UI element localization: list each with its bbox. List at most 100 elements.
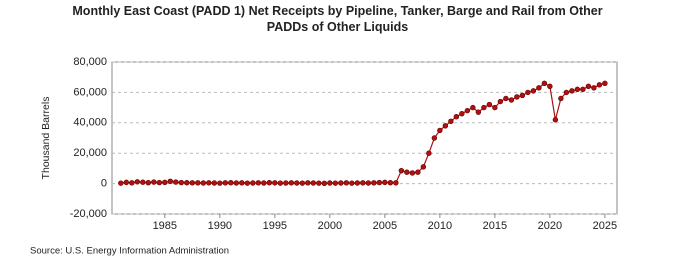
data-point — [305, 180, 311, 186]
data-point — [156, 179, 163, 186]
data-point — [481, 104, 487, 111]
data-point — [272, 180, 278, 186]
data-point — [151, 179, 157, 185]
data-point — [338, 180, 344, 186]
x-tick-label: 2010 — [428, 220, 452, 232]
y-tick-label: 40,000 — [73, 117, 107, 129]
x-tick-label: 2015 — [483, 220, 507, 232]
data-point — [255, 180, 262, 186]
data-point — [602, 80, 608, 86]
source-note: Source: U.S. Energy Information Administ… — [30, 246, 229, 257]
data-point — [404, 169, 410, 175]
x-tick-label: 1985 — [153, 220, 177, 232]
data-point — [530, 88, 537, 94]
data-point — [228, 179, 234, 186]
data-point — [365, 180, 372, 186]
data-point — [266, 179, 273, 186]
data-point — [200, 180, 207, 186]
data-point — [497, 98, 504, 105]
data-point — [118, 180, 124, 186]
data-point — [376, 179, 383, 186]
chart-title: Monthly East Coast (PADD 1) Net Receipts… — [72, 4, 603, 34]
data-point — [310, 180, 317, 186]
y-tick-label: 60,000 — [73, 86, 107, 98]
chart-title-box: Monthly East Coast (PADD 1) Net Receipts… — [0, 3, 675, 35]
data-point — [211, 180, 218, 186]
data-point — [563, 89, 570, 96]
data-point — [442, 123, 449, 129]
x-tick-label: 2020 — [538, 220, 562, 232]
data-point — [585, 83, 592, 90]
data-point — [519, 92, 526, 99]
x-tick-label: 2005 — [373, 220, 397, 232]
data-point — [382, 179, 388, 186]
data-point — [233, 180, 240, 186]
data-point — [277, 180, 284, 186]
data-point — [552, 117, 559, 123]
x-tick-label: 2025 — [593, 220, 617, 232]
y-tick-label: 80,000 — [73, 56, 107, 68]
data-point — [387, 179, 394, 186]
data-point — [547, 83, 553, 90]
data-point — [486, 101, 493, 108]
data-point — [250, 180, 256, 186]
data-point — [217, 180, 223, 186]
x-tick-label: 2000 — [318, 220, 342, 232]
data-point — [541, 80, 548, 86]
x-tick-label: 1990 — [208, 220, 232, 232]
data-point — [437, 127, 443, 134]
data-point — [470, 104, 476, 111]
data-point — [426, 150, 432, 156]
data-point — [431, 135, 438, 141]
data-point — [283, 180, 289, 186]
data-point — [536, 85, 542, 91]
data-point — [591, 85, 597, 91]
data-point — [409, 170, 416, 176]
data-point — [316, 180, 322, 186]
data-point — [596, 82, 603, 88]
data-point — [371, 180, 377, 186]
data-point — [206, 180, 212, 186]
data-point — [261, 180, 267, 186]
data-point — [464, 107, 471, 114]
data-point — [580, 86, 586, 93]
data-point — [184, 179, 190, 186]
data-point — [123, 179, 130, 186]
series-line — [120, 82, 606, 184]
data-point — [525, 89, 531, 96]
data-point — [244, 180, 251, 186]
data-point — [393, 180, 399, 186]
data-point — [167, 178, 174, 185]
data-point — [574, 86, 581, 93]
data-point — [195, 180, 201, 186]
data-point — [129, 180, 135, 186]
data-point — [492, 104, 498, 111]
data-point — [321, 180, 328, 186]
data-point — [360, 180, 366, 186]
data-point — [349, 180, 355, 186]
data-point — [459, 110, 465, 117]
data-point — [398, 167, 405, 174]
data-point — [145, 179, 152, 186]
y-tick-label: 20,000 — [73, 147, 107, 159]
data-point — [222, 180, 229, 186]
data-point — [173, 179, 179, 185]
data-point — [354, 180, 361, 186]
data-point — [294, 180, 300, 186]
data-point — [503, 95, 509, 102]
data-point — [299, 180, 306, 186]
data-point — [134, 179, 141, 185]
data-point — [327, 180, 333, 186]
data-point — [415, 169, 421, 175]
data-point — [288, 180, 295, 186]
data-point — [569, 88, 575, 94]
data-point — [558, 95, 564, 102]
data-point — [140, 179, 146, 185]
plot-frame — [111, 61, 618, 215]
x-tick-label: 1995 — [263, 220, 287, 232]
data-point — [514, 94, 520, 100]
data-point — [239, 180, 245, 186]
data-point — [475, 109, 482, 115]
